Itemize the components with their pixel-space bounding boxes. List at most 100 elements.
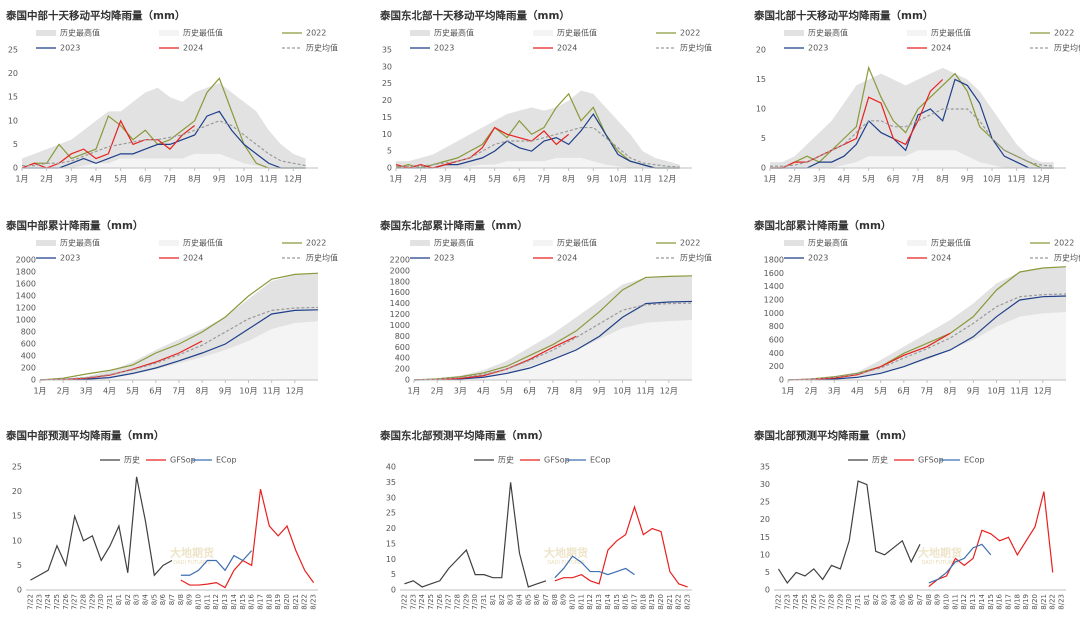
x-tick-label: 8/5 <box>524 594 532 605</box>
line <box>787 293 1067 381</box>
x-tick-label: 8/8 <box>925 594 933 605</box>
legend-label: GFSop <box>544 456 570 465</box>
y-tick-label: 0 <box>17 586 22 595</box>
y-tick-label: 0 <box>391 586 396 595</box>
y-tick-label: 5 <box>13 140 18 149</box>
x-tick-label: 8/22 <box>675 594 683 610</box>
x-tick-label: 7月 <box>911 175 924 184</box>
x-tick-label: 8/6 <box>159 593 167 605</box>
legend-label: 2024 <box>557 254 577 263</box>
x-tick-label: 7/25 <box>427 594 435 610</box>
watermark: DADI FUTURES <box>921 560 958 566</box>
x-tick-label: 6月 <box>513 175 526 184</box>
x-tick-label: 7/23 <box>35 594 43 610</box>
y-tick-label: 200 <box>769 362 784 371</box>
x-tick-label: 2月 <box>414 175 427 184</box>
legend-label: 历史最低值 <box>931 28 971 38</box>
y-tick-label: 15 <box>756 75 766 84</box>
x-tick-label: 10月 <box>609 175 627 184</box>
x-tick-label: 7/26 <box>62 593 70 609</box>
area <box>22 153 306 168</box>
x-tick-label: 12月 <box>1032 175 1050 184</box>
line <box>395 126 570 169</box>
y-tick-label: 5 <box>761 134 766 143</box>
x-tick-label: 8/21 <box>292 594 300 610</box>
x-tick-label: 8月 <box>188 175 201 184</box>
x-tick-label: 8/4 <box>515 593 523 605</box>
chart-title: 泰国中部十天移动平均降雨量（mm） <box>5 9 185 22</box>
y-tick-label: 20 <box>756 46 766 55</box>
legend-label: 历史均值 <box>1054 43 1080 53</box>
chart: 泰国中部累计降雨量（mm） 历史最高值 历史最低值 2022 2023 2024 历史均值 0… <box>5 219 338 396</box>
x-tick-label: 7/23 <box>783 594 791 610</box>
x-tick-label: 7月 <box>172 387 185 396</box>
x-tick-label: 7/27 <box>445 594 453 610</box>
x-tick-label: 5月 <box>862 175 875 184</box>
x-tick-label: 7/30 <box>97 594 105 610</box>
legend-label: 历史最低值 <box>557 238 597 248</box>
x-tick-label: 2月 <box>57 387 70 396</box>
x-tick-label: 8/18 <box>639 594 647 610</box>
y-tick-label: 5 <box>391 570 396 579</box>
x-tick-label: 7/28 <box>454 594 462 610</box>
line <box>180 550 253 576</box>
legend-swatch <box>533 240 553 246</box>
area <box>788 312 1066 380</box>
area <box>770 67 1054 168</box>
x-tick-label: 7/29 <box>836 594 844 610</box>
legend-label: 历史 <box>124 455 140 465</box>
legend-swatch <box>36 240 56 246</box>
x-tick-label: 4月 <box>837 175 850 184</box>
x-tick-label: 10月 <box>239 387 257 396</box>
x-tick-label: 4月 <box>851 387 864 396</box>
x-tick-label: 7/25 <box>53 594 61 610</box>
y-tick-label: 10 <box>382 130 392 139</box>
legend-label: 历史最高值 <box>434 28 474 38</box>
legend-label: 历史最高值 <box>808 238 848 248</box>
legend-label: 历史最高值 <box>808 28 848 38</box>
x-tick-label: 8/23 <box>310 594 318 610</box>
y-tick-label: 400 <box>21 352 36 361</box>
y-tick-label: 10 <box>12 536 22 545</box>
legend-label: 2024 <box>931 254 951 263</box>
y-tick-label: 200 <box>395 365 410 374</box>
x-tick-label: 5月 <box>874 387 887 396</box>
x-tick-label: 8/12 <box>960 594 968 610</box>
x-tick-label: 7/29 <box>462 594 470 610</box>
y-tick-label: 600 <box>21 340 36 349</box>
y-tick-label: 30 <box>386 493 396 502</box>
y-tick-label: 35 <box>386 478 396 487</box>
x-tick-label: 11月 <box>1008 175 1026 184</box>
x-tick-label: 4月 <box>89 175 102 184</box>
legend-label: 2022 <box>1054 29 1074 38</box>
x-tick-label: 8/21 <box>666 594 674 610</box>
x-tick-label: 8/15 <box>239 594 247 610</box>
x-tick-label: 3月 <box>65 175 78 184</box>
legend-swatch <box>533 30 553 36</box>
legend-swatch <box>159 240 179 246</box>
y-tick-label: 35 <box>760 463 770 472</box>
x-tick-label: 8/9 <box>560 594 568 605</box>
x-tick-label: 8/22 <box>1049 594 1057 610</box>
x-tick-label: 6月 <box>887 175 900 184</box>
x-tick-label: 7/22 <box>400 594 408 610</box>
legend-swatch <box>784 30 804 36</box>
watermark: 大地期货 <box>918 546 962 560</box>
x-tick-label: 11月 <box>637 387 655 396</box>
x-tick-label: 7/23 <box>409 594 417 610</box>
y-tick-label: 1600 <box>764 269 784 278</box>
chart-title: 泰国北部累计降雨量（mm） <box>753 219 891 232</box>
y-tick-label: 600 <box>395 343 410 352</box>
x-tick-label: 12月 <box>1034 387 1052 396</box>
legend-label: 历史最低值 <box>557 28 597 38</box>
legend-label: 历史最低值 <box>183 28 223 38</box>
y-tick-label: 2000 <box>390 266 410 275</box>
line <box>770 65 1054 169</box>
x-tick-label: 8/1 <box>489 594 497 605</box>
legend-label: 历史最高值 <box>60 28 100 38</box>
line <box>787 295 1067 381</box>
x-tick-label: 3月 <box>439 175 452 184</box>
legend-label: 2022 <box>1054 239 1074 248</box>
legend-label: ECop <box>964 456 985 465</box>
x-tick-label: 8/20 <box>283 594 291 610</box>
